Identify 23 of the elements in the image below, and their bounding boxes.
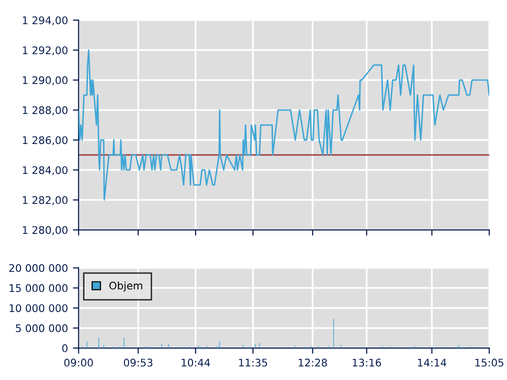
- y-tick-label: 1 294,00: [22, 16, 68, 26]
- x-tick-label: 12:28: [298, 358, 327, 367]
- x-tick-label: 14:14: [418, 358, 446, 366]
- y-tick-label: 5 000 000: [16, 324, 68, 332]
- y-tick-label: 1 288,00: [22, 106, 68, 116]
- y-tick-label: 20 000 000: [9, 264, 68, 272]
- y-tick-label: 0: [62, 344, 68, 352]
- x-tick-label: 13:16: [352, 358, 382, 367]
- y-tick-label: 1 282,00: [22, 196, 68, 206]
- x-tick-label: 15:05: [475, 358, 504, 367]
- legend-label: Objem: [109, 281, 142, 292]
- y-tick-label: 1 286,00: [22, 136, 68, 146]
- y-tick-label: 1 290,00: [22, 76, 68, 86]
- x-tick-label: 11:35: [239, 358, 268, 367]
- y-tick-label: 15 000 000: [10, 284, 68, 292]
- y-tick-label: 1 280,00: [22, 226, 68, 236]
- y-tick-label: 10 000 000: [10, 304, 68, 312]
- x-tick-label: 09:00: [64, 358, 93, 367]
- y-tick-label: 1 284,00: [22, 166, 68, 176]
- y-tick-label: 1 292,00: [22, 46, 68, 56]
- line-series: [78, 49, 490, 201]
- x-tick-label: 10:44: [182, 358, 210, 367]
- x-tick-label: 09:53: [124, 358, 152, 367]
